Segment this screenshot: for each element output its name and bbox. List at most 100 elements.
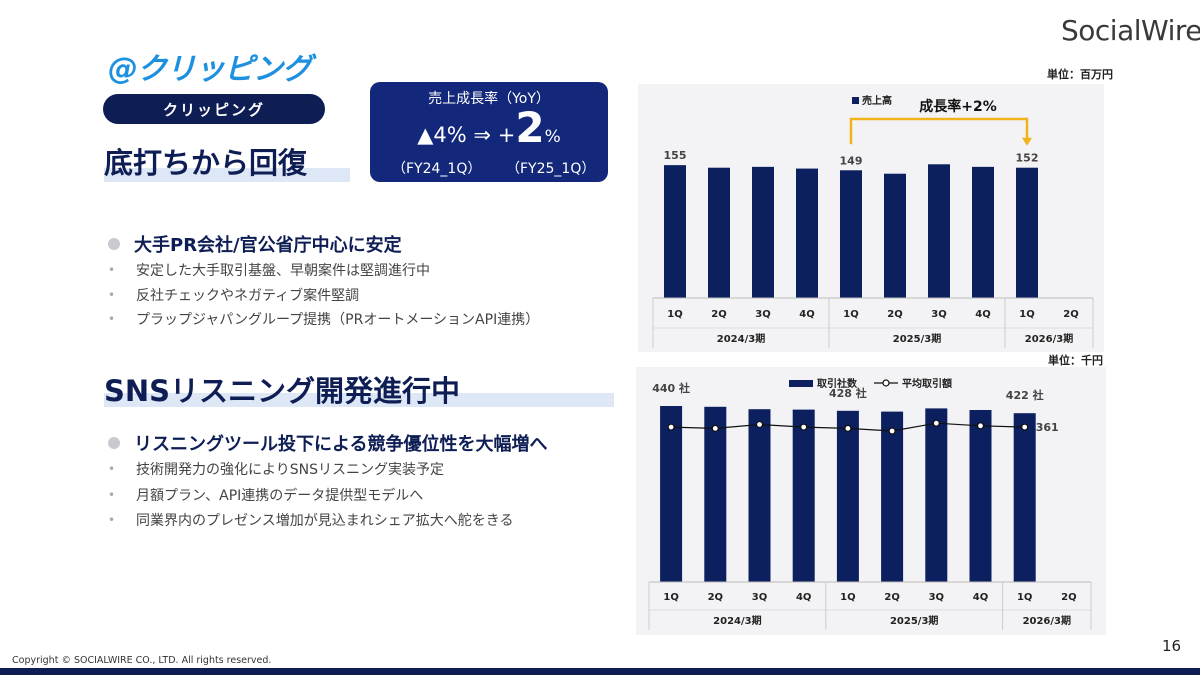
heading-sns-listening: SNSリスニング開発進行中 [104,374,461,408]
x-tick-label: 2Q [711,309,726,320]
x-tick-label: 2Q [887,309,902,320]
revenue-bar [708,167,730,298]
legend-label: 平均取引額 [902,377,952,390]
legend-label: 売上高 [862,94,892,107]
average-point [711,424,719,433]
yoy-arrow: ⇒ [473,123,492,147]
block1-lead: 大手PR会社/官公省庁中心に安定 [104,231,402,257]
block1-bullet: • 反社チェックやネガティブ案件堅調 [104,285,359,305]
clients-bar [969,410,992,582]
group-label: 2024/3期 [717,332,765,345]
heading2-underline [104,393,614,407]
average-point [755,420,764,429]
clients-bar [792,409,815,582]
clients-bar [881,411,904,582]
growth-arrow-icon [1022,137,1032,146]
copyright: Copyright © SOCIALWIRE CO., LTD. All rig… [12,655,272,666]
x-tick-label: 3Q [755,309,770,320]
data-label: 152 [1016,152,1039,165]
yoy-fy-from: （FY24_1Q） [392,161,482,177]
block2-lead-text: リスニングツール投下による競争優位性を大幅増へ [134,434,548,455]
x-tick-label: 2Q [1061,592,1076,603]
chart2-unit: 単位：千円 [1048,354,1103,367]
clients-bar [836,410,859,582]
clients-bar [704,406,727,582]
legend-swatch [789,380,813,387]
block2-bullet-text: 同業界内のプレゼンス増加が見込まれシェア拡大へ舵をきる [136,513,514,529]
yoy-main: ▲4% ⇒ +2% [370,106,608,159]
section-pill: クリッピング [103,94,325,124]
block2-bullet: • 同業界内のプレゼンス増加が見込まれシェア拡大へ舵をきる [104,510,513,530]
chart-clients-panel: 440 社 428 社 422 社 361 取引社数 平均取引額 1Q 2Q 3Q 4Q 1Q 2Q 3… [636,367,1106,635]
heading1-underline [104,168,350,182]
block2-bullet-text: 技術開発力の強化によりSNSリスニング実装予定 [136,462,444,478]
revenue-bar [840,170,862,298]
x-tick-label: 1Q [663,592,678,603]
bullet-icon: • [108,288,116,302]
x-tick-label: 2Q [708,592,723,603]
x-tick-label: 2Q [1063,309,1078,320]
average-point [976,422,985,430]
legend-marker [882,379,890,387]
bullet-icon: • [108,263,116,277]
yoy-title: 売上成長率（YoY） [428,91,550,107]
block2-bullet: • 月額プラン、API連携のデータ提供型モデルへ [104,485,423,505]
revenue-bar [752,166,774,298]
yoy-growth-box: 売上成長率（YoY） ▲4% ⇒ +2% （FY24_1Q） （FY25_1Q） [370,82,608,182]
block1-bullet: • 安定した大手取引基盤、早朝案件は堅調進行中 [104,260,430,280]
bullet-dot-icon [108,437,120,449]
data-label: 149 [840,154,863,167]
x-tick-label: 4Q [975,309,990,320]
revenue-bar [796,168,818,298]
bullet-dot-icon [108,238,120,250]
x-tick-label: 2Q [884,592,899,603]
legend-swatch [852,97,859,104]
block2-lead: リスニングツール投下による競争優位性を大幅増へ [104,430,547,456]
x-tick-label: 1Q [1019,309,1034,320]
yoy-fy-to: （FY25_1Q） [506,161,596,177]
x-tick-label: 3Q [752,592,767,603]
average-point [1021,423,1029,431]
revenue-bar [664,165,686,298]
bullet-icon: • [108,462,116,476]
page-number: 16 [1162,637,1182,655]
x-tick-label: 1Q [840,592,855,603]
block1-bullet-text: プラップジャパングループ提携（PRオートメーションAPI連携） [136,312,540,328]
group-label: 2026/3期 [1023,614,1071,627]
footer-bar [0,668,1200,675]
x-tick-label: 1Q [843,309,858,320]
group-label: 2026/3期 [1025,332,1073,345]
x-tick-label: 4Q [796,592,811,603]
clients-bar [660,406,683,582]
block2-bullet-text: 月額プラン、API連携のデータ提供型モデルへ [136,488,424,504]
data-label: 361 [1036,421,1059,434]
chart-revenue-panel: 155 149 152 売上高 成長率+2% 1Q 2Q 3Q 4Q 1Q 2Q 3Q 4Q 1Q 2Q 20… [638,84,1104,352]
average-point [888,427,896,435]
revenue-bar [1016,167,1038,298]
revenue-bar [972,166,994,298]
socialwire-logo: SocialWire [1061,14,1200,47]
yoy-percent: % [544,127,561,147]
chart-revenue: 155 149 152 売上高 成長率+2% 1Q 2Q 3Q 4Q 1Q 2Q 3Q 4Q 1Q 2Q 20… [652,94,1094,348]
data-label: 422 社 [1006,388,1044,402]
x-tick-label: 3Q [931,309,946,320]
block1-bullet: • プラップジャパングループ提携（PRオートメーションAPI連携） [104,309,539,329]
yoy-value: 2 [515,103,545,152]
x-tick-label: 1Q [1017,592,1032,603]
data-label: 155 [664,149,687,162]
average-point [667,423,675,431]
x-tick-label: 4Q [973,592,988,603]
x-tick-label: 1Q [667,309,682,320]
chart1-unit: 単位：百万円 [1047,68,1113,81]
average-point [932,419,940,427]
revenue-bar [928,164,950,298]
legend-label: 取引社数 [817,377,858,390]
heading-recovery: 底打ちから回復 [104,146,308,180]
clients-bar [748,409,771,582]
block1-lead-text: 大手PR会社/官公省庁中心に安定 [134,235,402,256]
average-point [844,424,852,433]
bullet-icon: • [108,513,116,527]
average-point [800,423,808,431]
bullet-icon: • [108,488,116,502]
bullet-icon: • [108,312,116,326]
